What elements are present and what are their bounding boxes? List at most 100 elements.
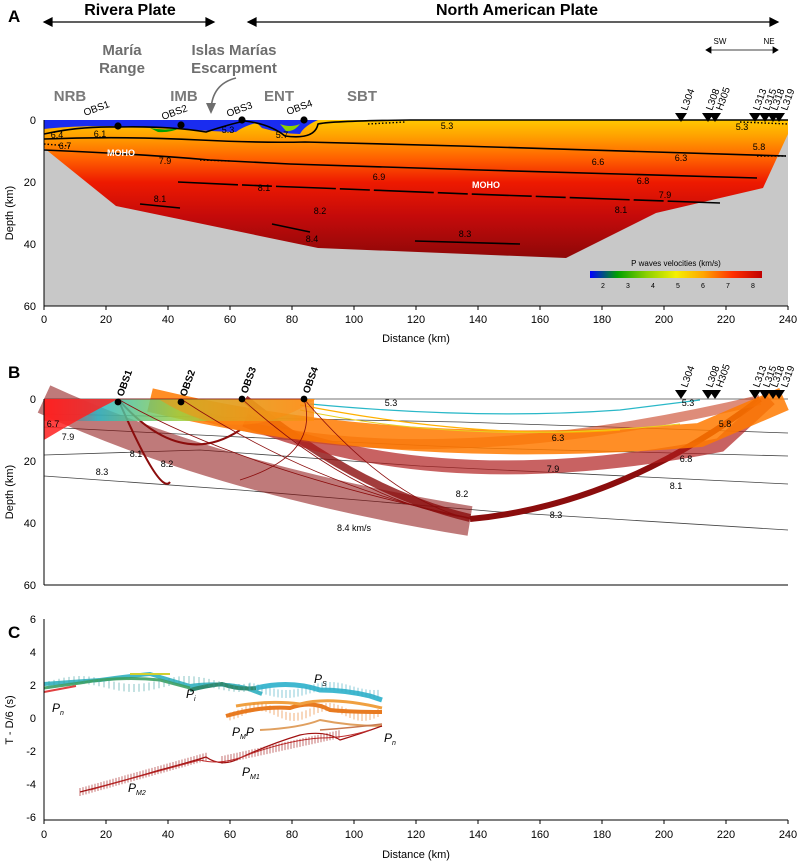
svg-text:8.1: 8.1 (258, 183, 271, 193)
svg-text:5.8: 5.8 (719, 419, 732, 429)
traveltime-curves (43, 671, 383, 793)
panel-b-letter: B (8, 363, 20, 382)
escarpment-arrow (206, 77, 237, 114)
x-tick-label: 60 (224, 829, 236, 841)
rivera-plate-arrow (42, 17, 216, 27)
svg-text:6.3: 6.3 (675, 153, 688, 163)
panel-b: B (4, 362, 798, 592)
x-tick-label: 100 (345, 829, 363, 841)
x-tick-label: 160 (531, 314, 549, 326)
colorbar-ticks: 2 3 4 5 6 7 8 (601, 283, 755, 290)
obs-markers-b (114, 395, 308, 406)
svg-text:6.8: 6.8 (680, 454, 693, 464)
rivera-plate-label: Rivera Plate (84, 2, 176, 19)
svg-text:L304: L304 (679, 87, 697, 112)
x-ticks-a: 0 20 40 60 80 100 120 140 160 180 200 220 240 (41, 306, 797, 326)
svg-text:PMP: PMP (232, 725, 254, 741)
moho-label-1: MOHO (107, 148, 135, 158)
orientation-arrow (705, 46, 779, 54)
region-imb: IMB (170, 88, 198, 105)
ne-label: NE (763, 37, 774, 46)
x-tick-label: 80 (286, 314, 298, 326)
region-ent: ENT (264, 88, 294, 105)
x-tick-label: 220 (717, 829, 735, 841)
svg-text:7: 7 (726, 283, 730, 290)
maria-range-label-2: Range (99, 60, 145, 77)
y-axis-label-b: Depth (km) (4, 465, 16, 519)
svg-text:PM2: PM2 (128, 781, 146, 797)
panel-c: C Pn Pi PS PMP Pn PM1 PM2 (4, 614, 797, 861)
svg-text:7.9: 7.9 (547, 464, 560, 474)
sediment-green-2 (150, 128, 180, 133)
velocity-labels-b: 5.3 5.3 6.7 7.9 6.3 5.8 8.1 8.2 6.8 7.9 … (47, 398, 732, 533)
x-tick-label: 200 (655, 829, 673, 841)
svg-text:5.3: 5.3 (385, 398, 398, 408)
svg-text:8.1: 8.1 (154, 194, 167, 204)
svg-text:20: 20 (24, 456, 36, 468)
interface-dots (43, 121, 789, 162)
x-tick-label: 20 (100, 829, 112, 841)
svg-text:PM1: PM1 (242, 765, 260, 781)
svg-text:40: 40 (24, 518, 36, 530)
ray-fan-red (44, 399, 118, 440)
svg-text:OBS3: OBS3 (239, 365, 259, 395)
svg-text:0: 0 (30, 394, 36, 406)
svg-text:6.9: 6.9 (373, 172, 386, 182)
svg-text:OBS4: OBS4 (301, 365, 321, 395)
svg-text:OBS1: OBS1 (82, 99, 111, 119)
svg-text:6.3: 6.3 (552, 433, 565, 443)
svg-text:OBS2: OBS2 (178, 368, 198, 398)
moho-label-2: MOHO (472, 180, 500, 190)
x-tick-label: 40 (162, 314, 174, 326)
svg-text:-2: -2 (26, 746, 36, 758)
svg-text:6.6: 6.6 (592, 157, 605, 167)
svg-text:6.1: 6.1 (94, 129, 107, 139)
svg-text:-4: -4 (26, 779, 36, 791)
svg-text:7.9: 7.9 (62, 432, 75, 442)
svg-text:0: 0 (30, 713, 36, 725)
error-bars (43, 676, 379, 796)
x-tick-label: 0 (41, 829, 47, 841)
x-tick-label: 140 (469, 314, 487, 326)
svg-text:5.3: 5.3 (682, 398, 695, 408)
svg-text:60: 60 (24, 301, 36, 313)
sw-label: SW (714, 37, 727, 46)
x-tick-label: 120 (407, 314, 425, 326)
x-ticks-c: 0 20 40 60 80 100 120 140 160 180 200 220 240 (41, 820, 797, 841)
axes-c (43, 619, 788, 821)
svg-text:8.3: 8.3 (459, 229, 472, 239)
svg-text:8.3: 8.3 (96, 467, 109, 477)
ray-fan-orange (160, 399, 316, 425)
panel-a-letter: A (8, 7, 20, 26)
colorbar-title: P waves velocities (km/s) (631, 259, 721, 268)
svg-text:Pi: Pi (186, 687, 196, 703)
north-american-plate-label: North American Plate (436, 2, 598, 19)
x-tick-label: 180 (593, 829, 611, 841)
axes-b (43, 399, 788, 586)
svg-text:6.7: 6.7 (59, 141, 72, 151)
x-tick-label: 200 (655, 314, 673, 326)
svg-text:-6: -6 (26, 812, 36, 824)
x-tick-label: 80 (286, 829, 298, 841)
svg-text:3: 3 (626, 283, 630, 290)
svg-text:5.3: 5.3 (441, 121, 454, 131)
station-markers-a (675, 113, 785, 122)
svg-text:L304: L304 (679, 364, 697, 389)
x-tick-label: 20 (100, 314, 112, 326)
ray-lines-b (117, 398, 471, 520)
svg-text:6.7: 6.7 (47, 419, 60, 429)
islas-marias-label-1: Islas Marías (191, 42, 276, 59)
y-ticks-c: 6 4 2 0 -2 -4 -6 (26, 614, 36, 824)
svg-text:2: 2 (601, 283, 605, 290)
svg-text:8.2: 8.2 (314, 206, 327, 216)
svg-text:5: 5 (676, 283, 680, 290)
svg-text:PS: PS (314, 672, 327, 688)
svg-text:OBS1: OBS1 (115, 368, 135, 398)
x-tick-label: 220 (717, 314, 735, 326)
svg-text:5.3: 5.3 (222, 125, 235, 135)
svg-text:4: 4 (651, 283, 655, 290)
svg-text:Pn: Pn (384, 731, 396, 747)
x-axis-label-c: Distance (km) (382, 849, 450, 861)
station-markers-b (675, 390, 785, 399)
velocity-labels-a: 6.4 6.1 6.7 5.3 5.7 5.3 5.3 5.8 6.3 6.6 … (51, 121, 766, 244)
